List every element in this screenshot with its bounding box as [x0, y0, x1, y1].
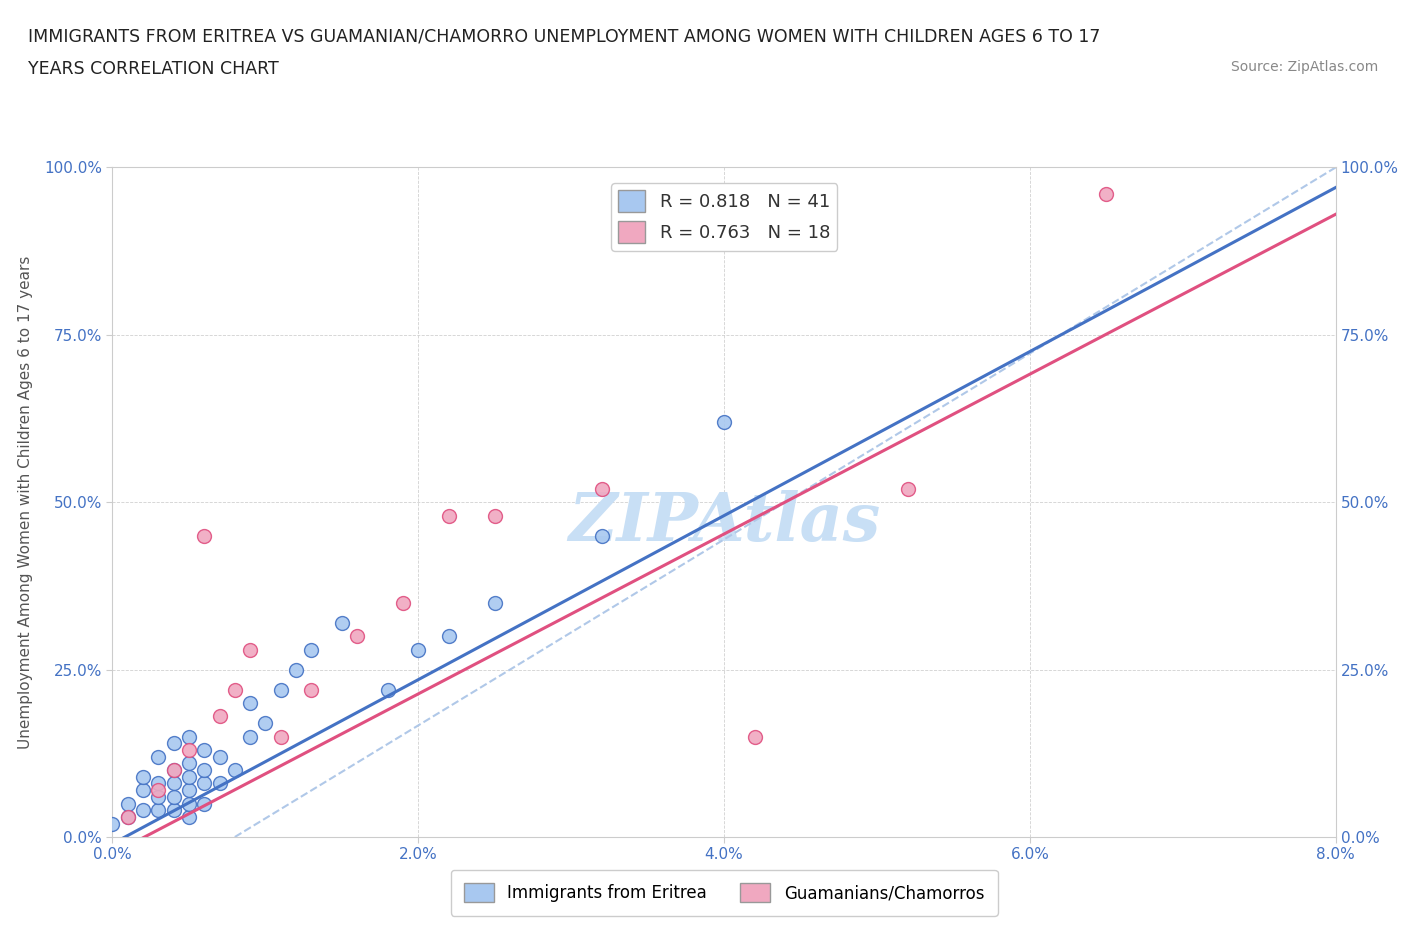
- Point: [591, 528, 613, 543]
- Point: [330, 616, 353, 631]
- Point: [713, 415, 735, 430]
- Point: [117, 796, 139, 811]
- Point: [377, 683, 399, 698]
- Point: [177, 783, 200, 798]
- Point: [239, 696, 262, 711]
- Point: [101, 817, 124, 831]
- Point: [437, 508, 460, 523]
- Point: [299, 642, 322, 657]
- Point: [270, 683, 292, 698]
- Point: [270, 729, 292, 744]
- Point: [284, 662, 308, 677]
- Point: [299, 683, 322, 698]
- Point: [484, 595, 506, 610]
- Point: [224, 763, 246, 777]
- Point: [208, 750, 231, 764]
- Point: [239, 642, 262, 657]
- Point: [239, 729, 262, 744]
- Point: [208, 776, 231, 790]
- Point: [132, 769, 155, 784]
- Point: [897, 482, 920, 497]
- Y-axis label: Unemployment Among Women with Children Ages 6 to 17 years: Unemployment Among Women with Children A…: [18, 256, 32, 749]
- Point: [177, 756, 200, 771]
- Point: [437, 629, 460, 644]
- Point: [163, 776, 186, 790]
- Point: [193, 742, 215, 757]
- Point: [117, 809, 139, 824]
- Point: [177, 729, 200, 744]
- Point: [163, 736, 186, 751]
- Point: [177, 796, 200, 811]
- Text: ZIPAtlas: ZIPAtlas: [568, 490, 880, 555]
- Point: [177, 769, 200, 784]
- Text: YEARS CORRELATION CHART: YEARS CORRELATION CHART: [28, 60, 278, 78]
- Point: [148, 803, 170, 817]
- Point: [346, 629, 368, 644]
- Point: [163, 790, 186, 804]
- Point: [254, 716, 277, 731]
- Point: [224, 683, 246, 698]
- Point: [208, 709, 231, 724]
- Point: [163, 763, 186, 777]
- Point: [117, 809, 139, 824]
- Point: [132, 783, 155, 798]
- Point: [591, 482, 613, 497]
- Point: [148, 776, 170, 790]
- Point: [744, 729, 766, 744]
- Point: [484, 508, 506, 523]
- Point: [193, 528, 215, 543]
- Legend: Immigrants from Eritrea, Guamanians/Chamorros: Immigrants from Eritrea, Guamanians/Cham…: [451, 870, 997, 916]
- Point: [193, 763, 215, 777]
- Point: [193, 796, 215, 811]
- Point: [193, 776, 215, 790]
- Text: Source: ZipAtlas.com: Source: ZipAtlas.com: [1230, 60, 1378, 74]
- Point: [148, 750, 170, 764]
- Point: [408, 642, 430, 657]
- Point: [177, 809, 200, 824]
- Point: [163, 763, 186, 777]
- Point: [177, 742, 200, 757]
- Point: [148, 783, 170, 798]
- Point: [163, 803, 186, 817]
- Point: [1095, 187, 1118, 202]
- Point: [392, 595, 415, 610]
- Text: IMMIGRANTS FROM ERITREA VS GUAMANIAN/CHAMORRO UNEMPLOYMENT AMONG WOMEN WITH CHIL: IMMIGRANTS FROM ERITREA VS GUAMANIAN/CHA…: [28, 28, 1101, 46]
- Point: [132, 803, 155, 817]
- Point: [148, 790, 170, 804]
